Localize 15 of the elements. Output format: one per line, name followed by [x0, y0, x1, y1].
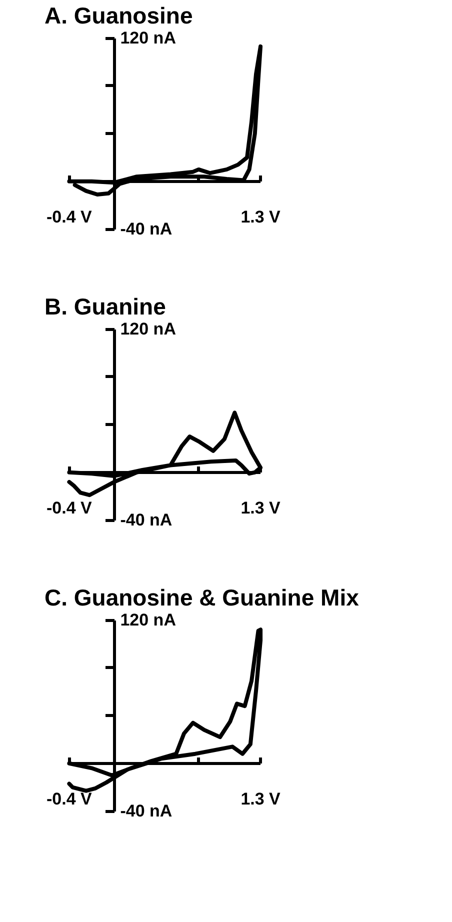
chart-title: A. Guanosine — [44, 2, 193, 28]
x-tick-label: -0.4 V — [46, 789, 93, 808]
y-tick-label: -40 nA — [120, 220, 172, 239]
y-tick-label: 120 nA — [120, 610, 176, 630]
y-tick-label: 120 nA — [120, 320, 176, 339]
x-tick-label: 1.3 V — [240, 498, 282, 518]
y-tick-label: -40 nA — [120, 802, 172, 821]
y-tick-label: -40 nA — [120, 510, 172, 530]
chart-title: C. Guanosine & Guanine Mix — [44, 584, 360, 610]
x-tick-label: -0.4 V — [46, 498, 93, 518]
x-tick-label: 1.3 V — [240, 789, 282, 808]
chart-title: B. Guanine — [44, 294, 166, 320]
x-tick-label: -0.4 V — [46, 207, 93, 226]
x-tick-label: 1.3 V — [240, 207, 282, 226]
y-tick-label: 120 nA — [120, 28, 176, 48]
